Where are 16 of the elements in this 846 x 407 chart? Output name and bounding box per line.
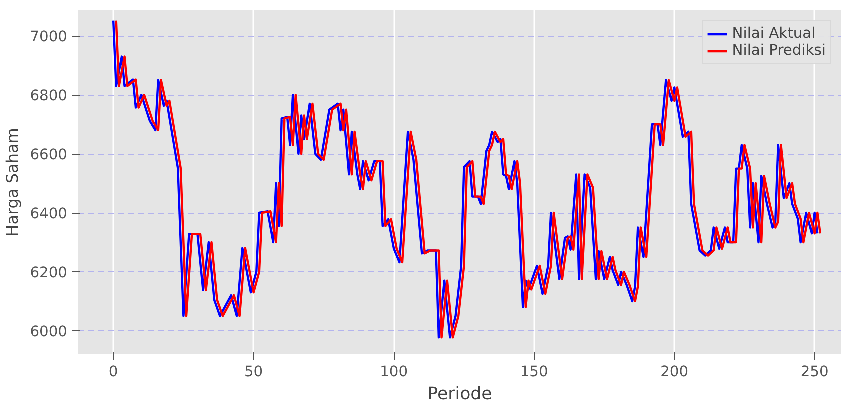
- y-tick-label: 6800: [30, 88, 68, 105]
- y-axis-title: Harga Saham: [3, 128, 22, 237]
- x-axis-title: Periode: [428, 384, 492, 404]
- legend-label: Nilai Prediksi: [732, 42, 826, 59]
- x-tick-label: 50: [244, 364, 264, 380]
- y-tick-label: 6200: [30, 264, 68, 282]
- y-tick-label: 6600: [30, 146, 68, 164]
- x-tick-label: 150: [520, 364, 548, 380]
- x-tick-label: 200: [660, 364, 689, 380]
- y-tick-label: 6400: [30, 206, 68, 223]
- x-tick-label: 0: [108, 364, 118, 380]
- y-tick-label: 7000: [30, 28, 68, 46]
- legend-label: Nilai Aktual: [732, 25, 816, 42]
- x-tick-label: 250: [800, 364, 829, 380]
- y-tick-label: 6000: [30, 323, 68, 340]
- x-tick-label: 100: [380, 364, 408, 380]
